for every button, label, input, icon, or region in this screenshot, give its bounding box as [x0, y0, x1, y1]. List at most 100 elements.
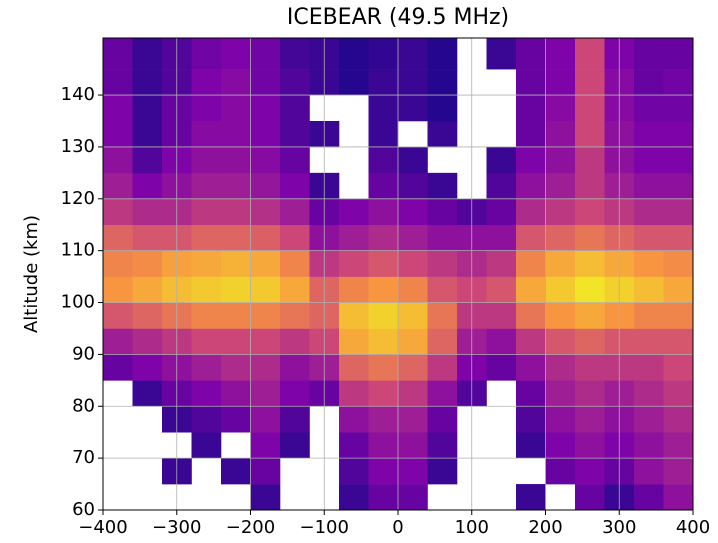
- cell: [368, 250, 399, 277]
- cell: [634, 276, 664, 303]
- cell: [634, 146, 664, 174]
- cell: [280, 432, 310, 459]
- cell: [575, 276, 605, 303]
- cell: [398, 95, 428, 122]
- cell: [191, 432, 222, 459]
- x-tick-label: −400: [78, 517, 127, 538]
- cell: [103, 38, 133, 70]
- cell: [516, 69, 546, 96]
- cell: [368, 120, 399, 148]
- cell: [132, 224, 163, 251]
- cell: [250, 276, 281, 303]
- cell: [516, 38, 546, 70]
- cell: [221, 406, 251, 433]
- cell: [575, 38, 605, 70]
- cell: [250, 69, 281, 96]
- cell: [575, 146, 605, 174]
- chart-title: ICEBEAR (49.5 MHz): [287, 5, 509, 30]
- cell: [516, 432, 546, 459]
- cell: [398, 276, 428, 303]
- cell: [398, 224, 428, 251]
- cell: [398, 198, 428, 226]
- x-tick-label: 300: [602, 517, 636, 538]
- cell: [250, 250, 281, 277]
- cell: [427, 406, 458, 433]
- cell: [368, 38, 399, 70]
- cell: [221, 198, 251, 226]
- cell: [132, 38, 163, 70]
- cell: [103, 69, 133, 96]
- cell: [132, 276, 163, 303]
- cell: [427, 224, 458, 251]
- cell: [250, 198, 281, 226]
- cell: [575, 458, 605, 485]
- cell: [663, 146, 694, 174]
- cell: [663, 354, 694, 381]
- cell: [280, 250, 310, 277]
- cell: [575, 380, 605, 407]
- cell: [575, 484, 605, 511]
- cell: [103, 146, 133, 174]
- cell: [103, 198, 133, 226]
- cell: [516, 120, 546, 148]
- cell: [634, 250, 664, 277]
- cell: [250, 328, 281, 355]
- cell: [103, 224, 133, 251]
- cell: [221, 380, 251, 407]
- cell: [634, 432, 664, 459]
- cell: [368, 328, 399, 355]
- cell: [634, 172, 664, 200]
- cell: [545, 380, 576, 407]
- cell: [398, 302, 428, 329]
- cell: [280, 276, 310, 303]
- cell: [575, 432, 605, 459]
- cell: [368, 432, 399, 459]
- cell: [663, 484, 694, 511]
- cell: [427, 302, 458, 329]
- cell: [368, 95, 399, 122]
- cell: [545, 120, 576, 148]
- x-tick-label: −200: [226, 517, 275, 538]
- cell: [250, 432, 281, 459]
- cell: [191, 69, 222, 96]
- y-tick-label: 100: [61, 292, 95, 313]
- cell: [486, 302, 517, 329]
- cell: [368, 380, 399, 407]
- cell: [663, 224, 694, 251]
- cell: [250, 146, 281, 174]
- cell: [575, 224, 605, 251]
- cell: [221, 458, 251, 485]
- cell: [191, 120, 222, 148]
- cell: [132, 69, 163, 96]
- cell: [634, 120, 664, 148]
- cell: [368, 406, 399, 433]
- cell: [280, 69, 310, 96]
- cell: [280, 224, 310, 251]
- cell: [634, 38, 664, 70]
- cell: [339, 432, 369, 459]
- cell: [398, 354, 428, 381]
- cell: [221, 250, 251, 277]
- cell: [280, 380, 310, 407]
- cell: [516, 198, 546, 226]
- cell: [191, 354, 222, 381]
- cell: [250, 95, 281, 122]
- cell: [132, 198, 163, 226]
- cell: [634, 406, 664, 433]
- cell: [250, 458, 281, 485]
- cell: [398, 250, 428, 277]
- cell: [398, 406, 428, 433]
- cell: [398, 69, 428, 96]
- cell: [516, 484, 546, 511]
- cell: [191, 172, 222, 200]
- cell: [663, 276, 694, 303]
- cell: [516, 302, 546, 329]
- cell: [280, 302, 310, 329]
- cell: [103, 95, 133, 122]
- cell: [368, 198, 399, 226]
- cell: [545, 354, 576, 381]
- cell: [280, 406, 310, 433]
- cell: [398, 172, 428, 200]
- cell: [250, 120, 281, 148]
- cell: [191, 146, 222, 174]
